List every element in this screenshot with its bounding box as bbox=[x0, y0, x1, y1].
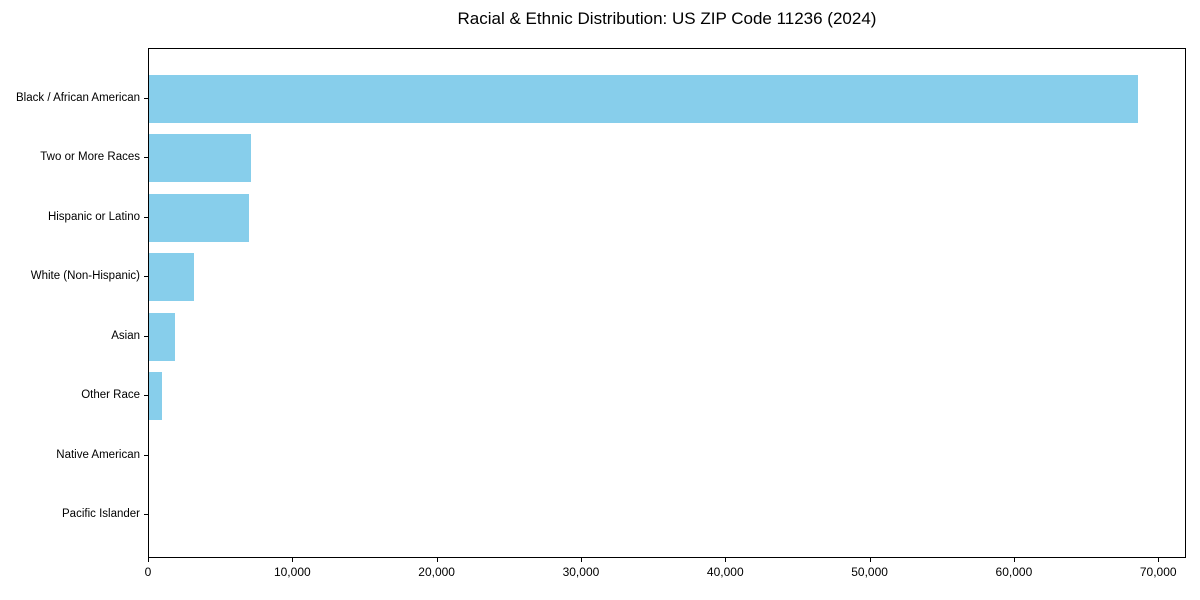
x-tick-label-30000: 30,000 bbox=[562, 565, 600, 579]
x-tick-label-60000: 60,000 bbox=[995, 565, 1033, 579]
y-tick-mark bbox=[144, 395, 148, 396]
plot-area bbox=[148, 48, 1186, 558]
bar-hispanic-or-latino bbox=[149, 193, 249, 242]
x-tick-label-70000: 70,000 bbox=[1139, 565, 1177, 579]
y-tick-mark bbox=[144, 335, 148, 337]
y-tick-mark bbox=[144, 97, 148, 99]
x-tick-mark bbox=[148, 558, 149, 562]
y-tick-mark bbox=[144, 216, 148, 218]
y-tick-label-white-non-hispanic: White (Non-Hispanic) bbox=[30, 270, 140, 282]
y-tick-mark bbox=[144, 454, 148, 456]
y-tick-mark bbox=[144, 157, 148, 158]
x-tick-mark bbox=[725, 558, 727, 562]
x-tick-mark bbox=[436, 558, 438, 562]
y-tick-mark bbox=[144, 276, 148, 277]
x-tick-label-20000: 20,000 bbox=[418, 565, 455, 579]
x-tick-mark bbox=[1158, 558, 1160, 562]
y-tick-mark bbox=[144, 514, 148, 515]
y-tick-label-pacific-islander: Pacific Islander bbox=[62, 508, 140, 520]
y-tick-label-black-african-american: Black / African American bbox=[16, 91, 140, 104]
x-tick-label-40000: 40,000 bbox=[706, 565, 744, 579]
x-tick-mark bbox=[580, 558, 582, 562]
bar-asian bbox=[149, 312, 175, 361]
bar-two-or-more-races bbox=[149, 134, 252, 182]
x-tick-label-0: 0 bbox=[144, 565, 152, 579]
chart-title: Racial & Ethnic Distribution: US ZIP Cod… bbox=[457, 9, 877, 28]
x-tick-mark bbox=[869, 558, 871, 562]
x-tick-label-10000: 10,000 bbox=[273, 565, 311, 579]
bar-white-non-hispanic bbox=[149, 253, 194, 301]
y-tick-label-native-american: Native American bbox=[56, 448, 140, 461]
x-tick-mark bbox=[1013, 558, 1015, 562]
y-tick-label-other-race: Other Race bbox=[81, 389, 140, 401]
x-tick-label-50000: 50,000 bbox=[851, 565, 888, 579]
y-tick-label-asian: Asian bbox=[111, 329, 140, 342]
bar-black-african-american bbox=[149, 74, 1138, 123]
y-tick-label-two-or-more-races: Two or More Races bbox=[40, 151, 140, 163]
y-tick-label-hispanic-or-latino: Hispanic or Latino bbox=[47, 210, 140, 223]
bar-other-race bbox=[149, 372, 162, 420]
x-tick-mark bbox=[292, 558, 294, 562]
